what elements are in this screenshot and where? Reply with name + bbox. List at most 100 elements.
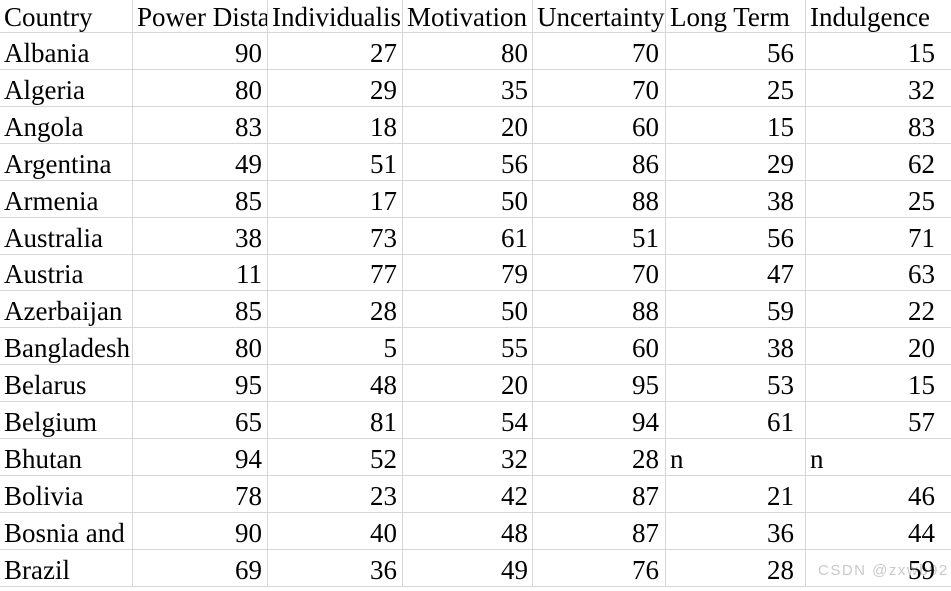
data-cell-long-term[interactable]: n bbox=[666, 439, 806, 477]
data-cell-uncertainty[interactable]: 94 bbox=[533, 402, 666, 440]
data-cell-long-term[interactable]: 38 bbox=[666, 328, 806, 366]
data-cell-long-term[interactable]: 15 bbox=[666, 106, 806, 144]
data-cell-power-distance[interactable]: 80 bbox=[133, 69, 268, 107]
header-cell-motivation[interactable]: Motivation bbox=[403, 0, 533, 33]
data-cell-individualism[interactable]: 27 bbox=[268, 33, 403, 70]
header-cell-power-distance[interactable]: Power Dista bbox=[133, 0, 268, 33]
data-cell-motivation[interactable]: 55 bbox=[403, 328, 533, 366]
data-cell-individualism[interactable]: 23 bbox=[268, 476, 403, 513]
data-cell-long-term[interactable]: 29 bbox=[666, 143, 806, 181]
data-cell-motivation[interactable]: 32 bbox=[403, 439, 533, 477]
data-cell-uncertainty[interactable]: 87 bbox=[533, 476, 666, 513]
row-header-country[interactable]: Argentina bbox=[0, 143, 133, 181]
data-cell-uncertainty[interactable]: 76 bbox=[533, 549, 666, 587]
row-header-country[interactable]: Armenia bbox=[0, 180, 133, 218]
data-cell-indulgence[interactable]: 15 bbox=[806, 365, 951, 403]
data-cell-individualism[interactable]: 77 bbox=[268, 254, 403, 292]
data-cell-uncertainty[interactable]: 51 bbox=[533, 217, 666, 255]
data-cell-motivation[interactable]: 56 bbox=[403, 143, 533, 181]
data-cell-power-distance[interactable]: 69 bbox=[133, 549, 268, 587]
data-cell-long-term[interactable]: 59 bbox=[666, 291, 806, 329]
data-cell-power-distance[interactable]: 85 bbox=[133, 291, 268, 329]
data-cell-power-distance[interactable]: 11 bbox=[133, 254, 268, 292]
data-cell-indulgence[interactable]: 44 bbox=[806, 513, 951, 550]
data-cell-indulgence[interactable]: 20 bbox=[806, 328, 951, 366]
data-cell-uncertainty[interactable]: 87 bbox=[533, 512, 666, 550]
data-cell-motivation[interactable]: 48 bbox=[403, 512, 533, 550]
data-cell-individualism[interactable]: 36 bbox=[268, 549, 403, 587]
row-header-country[interactable]: Albania bbox=[0, 33, 133, 70]
data-cell-uncertainty[interactable]: 70 bbox=[533, 254, 666, 292]
row-header-country[interactable]: Belgium bbox=[0, 402, 133, 440]
data-cell-motivation[interactable]: 20 bbox=[403, 365, 533, 403]
row-header-country[interactable]: Bhutan bbox=[0, 439, 133, 477]
data-cell-uncertainty[interactable]: 60 bbox=[533, 106, 666, 144]
data-cell-indulgence[interactable]: 46 bbox=[806, 476, 951, 513]
data-cell-power-distance[interactable]: 85 bbox=[133, 180, 268, 218]
row-header-country[interactable]: Bangladesh bbox=[0, 328, 133, 366]
data-cell-motivation[interactable]: 42 bbox=[403, 476, 533, 513]
data-cell-indulgence[interactable]: 83 bbox=[806, 107, 951, 144]
data-cell-uncertainty[interactable]: 28 bbox=[533, 439, 666, 477]
row-header-country[interactable]: Belarus bbox=[0, 365, 133, 403]
data-cell-indulgence[interactable]: 71 bbox=[806, 218, 951, 255]
data-cell-indulgence[interactable]: 59 bbox=[806, 550, 951, 587]
data-cell-power-distance[interactable]: 49 bbox=[133, 143, 268, 181]
data-cell-individualism[interactable]: 28 bbox=[268, 291, 403, 329]
data-cell-long-term[interactable]: 21 bbox=[666, 476, 806, 513]
data-cell-motivation[interactable]: 20 bbox=[403, 106, 533, 144]
data-cell-motivation[interactable]: 79 bbox=[403, 254, 533, 292]
data-cell-power-distance[interactable]: 38 bbox=[133, 217, 268, 255]
header-cell-uncertainty[interactable]: Uncertainty bbox=[533, 0, 666, 33]
data-cell-individualism[interactable]: 51 bbox=[268, 143, 403, 181]
data-cell-individualism[interactable]: 73 bbox=[268, 217, 403, 255]
data-cell-motivation[interactable]: 61 bbox=[403, 217, 533, 255]
data-cell-long-term[interactable]: 36 bbox=[666, 512, 806, 550]
row-header-country[interactable]: Angola bbox=[0, 106, 133, 144]
data-cell-power-distance[interactable]: 80 bbox=[133, 328, 268, 366]
data-cell-motivation[interactable]: 50 bbox=[403, 291, 533, 329]
data-cell-uncertainty[interactable]: 70 bbox=[533, 69, 666, 107]
data-cell-motivation[interactable]: 54 bbox=[403, 402, 533, 440]
data-cell-indulgence[interactable]: 22 bbox=[806, 291, 951, 329]
row-header-country[interactable]: Azerbaijan bbox=[0, 291, 133, 329]
header-cell-individualism[interactable]: Individualis bbox=[268, 0, 403, 33]
data-cell-individualism[interactable]: 5 bbox=[268, 328, 403, 366]
data-cell-long-term[interactable]: 56 bbox=[666, 33, 806, 70]
header-cell-long-term[interactable]: Long Term bbox=[666, 0, 806, 33]
data-cell-long-term[interactable]: 61 bbox=[666, 402, 806, 440]
data-cell-indulgence[interactable]: 62 bbox=[806, 144, 951, 181]
data-cell-indulgence[interactable]: 32 bbox=[806, 70, 951, 107]
data-cell-indulgence[interactable]: 15 bbox=[806, 33, 951, 70]
data-cell-long-term[interactable]: 28 bbox=[666, 549, 806, 587]
data-cell-uncertainty[interactable]: 95 bbox=[533, 365, 666, 403]
data-cell-power-distance[interactable]: 95 bbox=[133, 365, 268, 403]
data-cell-individualism[interactable]: 52 bbox=[268, 439, 403, 477]
data-cell-long-term[interactable]: 38 bbox=[666, 180, 806, 218]
data-cell-individualism[interactable]: 18 bbox=[268, 106, 403, 144]
data-cell-power-distance[interactable]: 78 bbox=[133, 476, 268, 513]
row-header-country[interactable]: Australia bbox=[0, 217, 133, 255]
data-cell-uncertainty[interactable]: 70 bbox=[533, 33, 666, 70]
data-cell-long-term[interactable]: 53 bbox=[666, 365, 806, 403]
data-cell-long-term[interactable]: 56 bbox=[666, 217, 806, 255]
row-header-country[interactable]: Austria bbox=[0, 254, 133, 292]
row-header-country[interactable]: Bolivia bbox=[0, 476, 133, 513]
data-cell-uncertainty[interactable]: 60 bbox=[533, 328, 666, 366]
row-header-country[interactable]: Algeria bbox=[0, 69, 133, 107]
data-cell-indulgence[interactable]: 57 bbox=[806, 402, 951, 440]
data-cell-indulgence[interactable]: 63 bbox=[806, 255, 951, 292]
row-header-country[interactable]: Bosnia and bbox=[0, 512, 133, 550]
data-cell-power-distance[interactable]: 90 bbox=[133, 33, 268, 70]
data-cell-power-distance[interactable]: 90 bbox=[133, 512, 268, 550]
data-cell-motivation[interactable]: 80 bbox=[403, 33, 533, 70]
header-cell-indulgence[interactable]: Indulgence bbox=[806, 0, 951, 33]
data-cell-motivation[interactable]: 35 bbox=[403, 69, 533, 107]
data-cell-long-term[interactable]: 47 bbox=[666, 254, 806, 292]
data-cell-individualism[interactable]: 81 bbox=[268, 402, 403, 440]
data-cell-individualism[interactable]: 48 bbox=[268, 365, 403, 403]
header-cell-country[interactable]: Country bbox=[0, 0, 133, 33]
data-cell-individualism[interactable]: 40 bbox=[268, 512, 403, 550]
data-cell-uncertainty[interactable]: 86 bbox=[533, 143, 666, 181]
data-cell-power-distance[interactable]: 83 bbox=[133, 106, 268, 144]
